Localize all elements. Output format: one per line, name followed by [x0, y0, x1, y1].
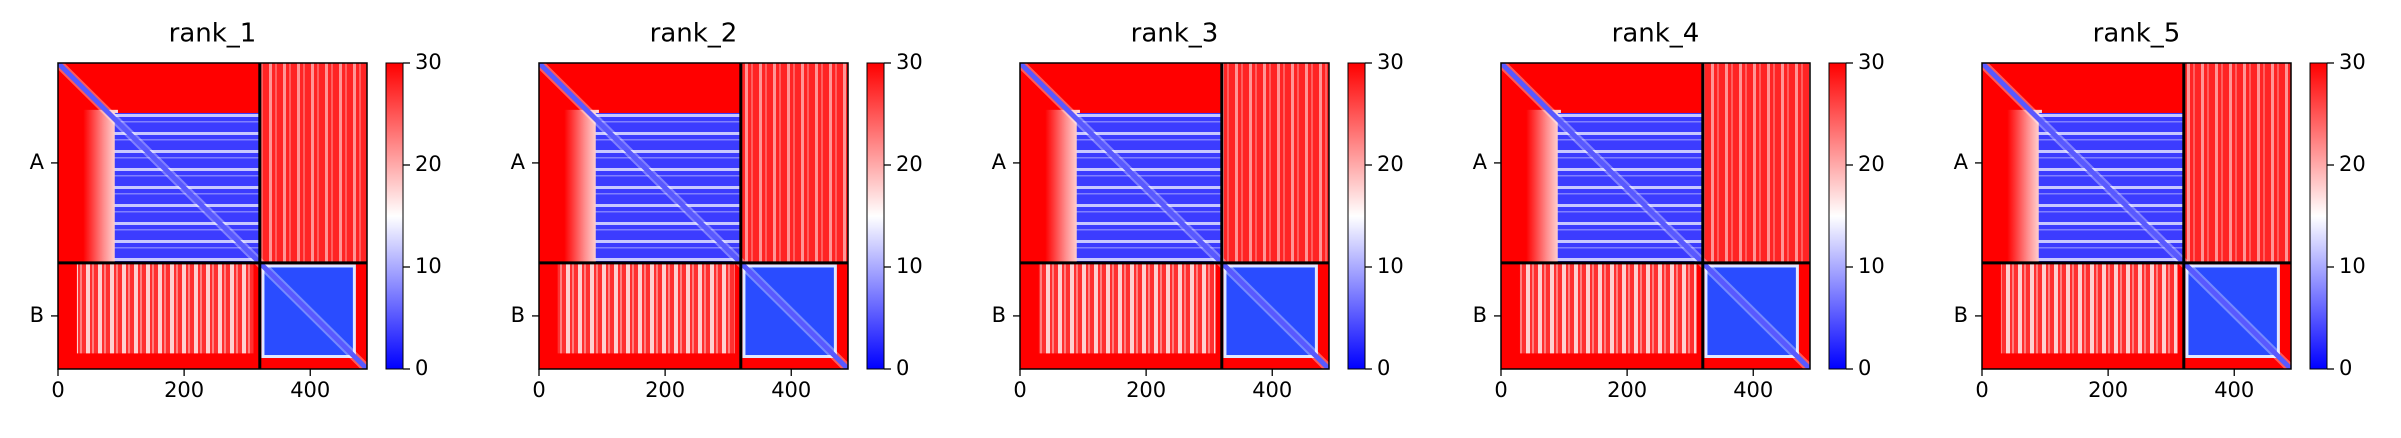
x-tick-label: 200 [1607, 378, 1647, 402]
colorbar [2309, 62, 2328, 370]
panel-title: rank_3 [1131, 19, 1219, 49]
heatmap [1020, 63, 1329, 369]
x-tick-label: 0 [1013, 378, 1026, 402]
y-tick-label: A [992, 150, 1007, 174]
y-tick-label: A [511, 150, 526, 174]
heatmap-block [564, 109, 599, 263]
heatmap [58, 63, 367, 369]
x-tick-label: 400 [290, 378, 330, 402]
heatmap-diagonal [58, 63, 367, 369]
colorbar-tick-label: 20 [415, 152, 442, 176]
heatmap-block [1038, 262, 1216, 354]
heatmap-block [83, 109, 118, 263]
y-tick-label: B [511, 303, 525, 327]
x-tick-label: 400 [1252, 378, 1292, 402]
x-tick-label: 200 [645, 378, 685, 402]
heatmap-diagonal [1501, 63, 1810, 369]
colorbar-tick-label: 30 [1858, 50, 1885, 74]
panel-title: rank_2 [650, 19, 738, 49]
y-tick-label: A [1954, 150, 1969, 174]
heatmap-block [1045, 109, 1080, 263]
heatmap-block [1519, 262, 1697, 354]
colorbar-tick-label: 30 [1377, 50, 1404, 74]
panel: rank_3 0 200 400 A B 0 10 20 30 [992, 19, 1404, 403]
x-tick-label: 200 [2088, 378, 2128, 402]
x-tick-label: 0 [51, 378, 64, 402]
plot-frame [1019, 62, 1330, 370]
heatmap-diagonal [1020, 63, 1329, 369]
colorbar-tick-label: 0 [2339, 356, 2352, 380]
y-tick-label: B [30, 303, 44, 327]
y-tick-label: A [1473, 150, 1488, 174]
heatmap-block [259, 63, 367, 263]
colorbar-tick-label: 20 [1858, 152, 1885, 176]
panel: rank_4 0 200 400 A B 0 10 20 30 [1473, 19, 1885, 403]
panel-title: rank_1 [169, 19, 257, 49]
colorbar-tick-label: 20 [2339, 152, 2366, 176]
heatmap-block [1526, 109, 1561, 263]
panel: rank_2 0 200 400 A B 0 10 20 30 [511, 19, 923, 403]
heatmap-diagonal [1982, 63, 2291, 369]
y-tick-label: B [1473, 303, 1487, 327]
colorbar-tick-label: 30 [2339, 50, 2366, 74]
panel: rank_1 0 200 400 A B 0 10 20 30 [30, 19, 442, 403]
heatmap-block [2000, 262, 2178, 354]
colorbar-tick-label: 10 [1858, 254, 1885, 278]
heatmap-diagonal [539, 63, 848, 369]
panel: rank_5 0 200 400 A B 0 10 20 30 [1954, 19, 2366, 403]
heatmap-block [1221, 63, 1329, 263]
heatmap-diagonal [539, 63, 848, 369]
colorbar-tick-label: 0 [415, 356, 428, 380]
panel-title: rank_4 [1612, 19, 1700, 49]
y-tick-label: B [1954, 303, 1968, 327]
colorbar [1828, 62, 1847, 370]
x-tick-label: 0 [1494, 378, 1507, 402]
heatmap-block [76, 262, 254, 354]
heatmap-diagonal [58, 63, 367, 369]
heatmap [539, 63, 848, 369]
colorbar-tick-label: 10 [2339, 254, 2366, 278]
y-tick-label: A [30, 150, 45, 174]
colorbar [866, 62, 885, 370]
heatmap-diagonal [1982, 63, 2291, 369]
colorbar-tick-label: 30 [896, 50, 923, 74]
x-tick-label: 0 [532, 378, 545, 402]
y-tick-label: B [992, 303, 1006, 327]
heatmap-block [2007, 109, 2042, 263]
colorbar-tick-label: 10 [415, 254, 442, 278]
x-tick-label: 400 [2214, 378, 2254, 402]
x-tick-label: 400 [771, 378, 811, 402]
heatmap [1501, 63, 1810, 369]
plot-frame [1500, 62, 1811, 370]
heatmap-block [557, 262, 735, 354]
x-tick-label: 0 [1975, 378, 1988, 402]
colorbar-tick-label: 0 [896, 356, 909, 380]
heatmap-block [740, 63, 848, 263]
plot-frame [538, 62, 849, 370]
heatmap [1982, 63, 2291, 369]
heatmap-block [1702, 63, 1810, 263]
panel-title: rank_5 [2093, 19, 2181, 49]
colorbar-tick-label: 0 [1858, 356, 1871, 380]
x-tick-label: 400 [1733, 378, 1773, 402]
colorbar-tick-label: 20 [896, 152, 923, 176]
x-tick-label: 200 [1126, 378, 1166, 402]
colorbar-tick-label: 10 [1377, 254, 1404, 278]
heatmap-diagonal [1501, 63, 1810, 369]
heatmap-diagonal [1020, 63, 1329, 369]
colorbar [385, 62, 404, 370]
x-tick-label: 200 [164, 378, 204, 402]
heatmap-block [2183, 63, 2291, 263]
plot-frame [1981, 62, 2292, 370]
colorbar [1347, 62, 1366, 370]
colorbar-tick-label: 30 [415, 50, 442, 74]
colorbar-tick-label: 10 [896, 254, 923, 278]
colorbar-tick-label: 0 [1377, 356, 1390, 380]
plot-frame [57, 62, 368, 370]
colorbar-tick-label: 20 [1377, 152, 1404, 176]
